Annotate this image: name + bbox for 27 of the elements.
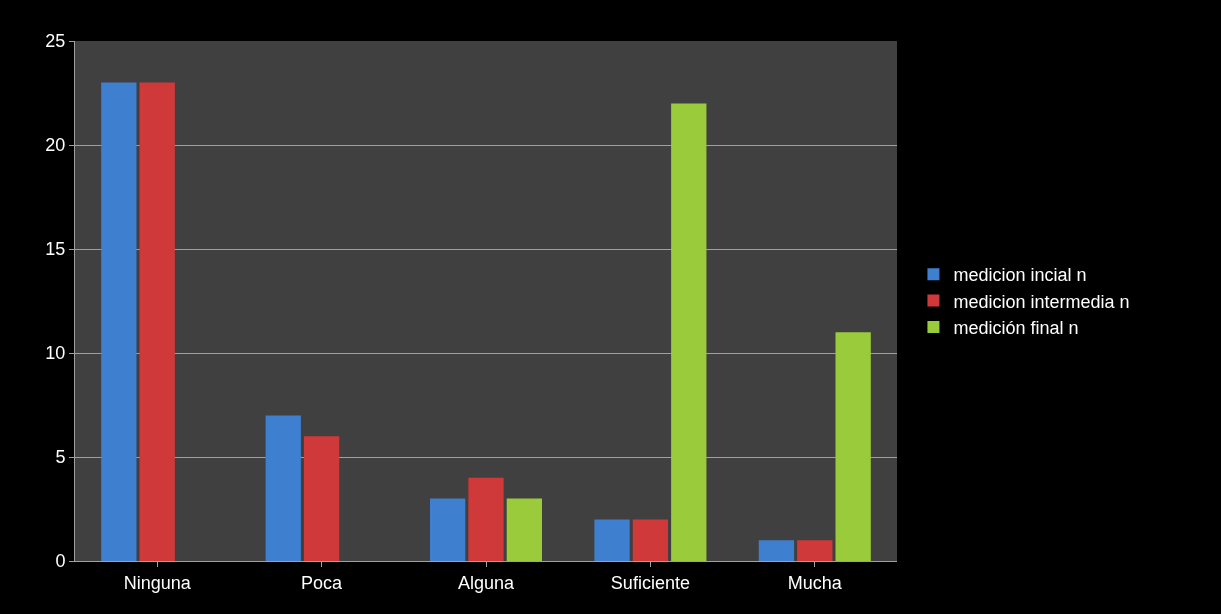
y-tick-label: 10 <box>45 343 66 364</box>
bar <box>139 82 175 561</box>
bar <box>797 540 833 561</box>
y-tick-label: 5 <box>55 447 66 468</box>
y-tick-label: 0 <box>55 551 66 572</box>
bar <box>265 415 301 561</box>
legend-label: medición final n <box>953 318 1079 339</box>
x-tick-label: Suficiente <box>610 572 690 593</box>
bar <box>303 436 340 561</box>
bar <box>758 540 795 561</box>
x-tick-label: Poca <box>301 572 344 593</box>
bar <box>429 498 466 561</box>
x-tick-label: Alguna <box>457 572 516 593</box>
bar <box>506 498 543 561</box>
bar <box>632 519 669 561</box>
bar <box>594 519 630 561</box>
bar <box>468 477 504 561</box>
x-tick-label: Ninguna <box>123 572 192 593</box>
y-tick-label: 25 <box>45 31 66 52</box>
x-tick-label: Mucha <box>787 572 843 593</box>
legend-label: medicion incial n <box>953 265 1087 286</box>
bar <box>671 103 707 561</box>
bar <box>835 332 871 561</box>
y-tick-label: 20 <box>45 135 66 156</box>
bar <box>101 82 137 561</box>
legend-label: medicion intermedia n <box>953 291 1130 312</box>
y-tick-label: 15 <box>45 239 66 260</box>
